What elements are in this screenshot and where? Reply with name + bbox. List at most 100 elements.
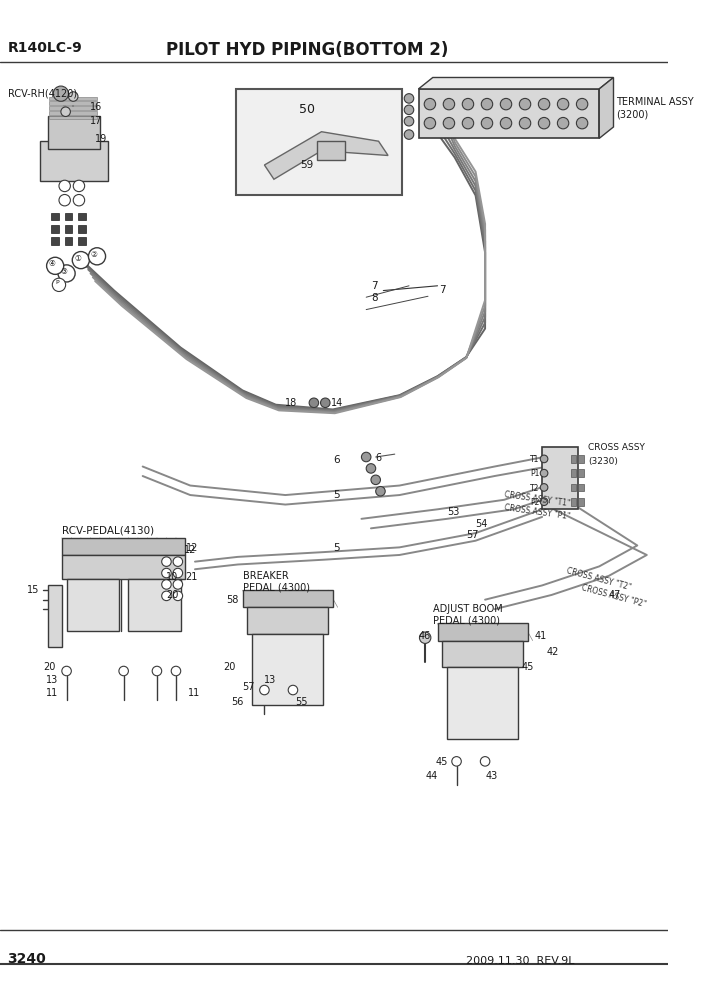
Circle shape (462, 117, 474, 129)
Text: T2: T2 (530, 484, 539, 493)
Text: 54: 54 (475, 519, 488, 529)
Circle shape (53, 278, 65, 292)
Text: R140LC-9: R140LC-9 (8, 42, 82, 56)
Text: (3200): (3200) (616, 110, 649, 120)
Bar (252, 634, 324, 705)
Text: ④: ④ (49, 260, 55, 269)
Text: CROSS ASSY "T1": CROSS ASSY "T1" (504, 490, 571, 509)
Text: ①: ① (74, 254, 81, 263)
Text: 20: 20 (166, 590, 179, 600)
Bar (236, 89, 402, 195)
Bar (65, 225, 72, 232)
Circle shape (501, 117, 512, 129)
Circle shape (443, 117, 455, 129)
Circle shape (161, 591, 171, 600)
Bar (571, 455, 576, 462)
Text: 2009.11.30  REV.9L: 2009.11.30 REV.9L (466, 956, 574, 966)
Circle shape (366, 463, 376, 473)
Bar (418, 89, 600, 138)
Text: 11: 11 (188, 688, 201, 698)
Text: PEDAL (4300): PEDAL (4300) (432, 616, 500, 626)
Circle shape (171, 667, 180, 676)
Text: TERMINAL ASSY: TERMINAL ASSY (616, 96, 694, 106)
Text: (3230): (3230) (588, 457, 618, 466)
Text: RCV-PEDAL(4130): RCV-PEDAL(4130) (62, 526, 154, 536)
Circle shape (161, 557, 171, 566)
Circle shape (53, 86, 69, 101)
Circle shape (519, 117, 531, 129)
Bar (442, 641, 523, 668)
Circle shape (58, 265, 75, 282)
Bar (62, 538, 185, 555)
Text: 12: 12 (183, 546, 196, 556)
Text: CROSS ASSY "T2": CROSS ASSY "T2" (566, 566, 633, 592)
Circle shape (404, 116, 413, 126)
Text: PILOT HYD PIPING(BOTTOM 2): PILOT HYD PIPING(BOTTOM 2) (166, 42, 449, 60)
Bar (571, 469, 576, 477)
Circle shape (362, 452, 371, 461)
Text: CROSS ASSY: CROSS ASSY (588, 442, 644, 451)
Text: 57: 57 (243, 682, 255, 692)
Bar (578, 455, 584, 462)
Text: T1: T1 (530, 455, 539, 464)
Text: PEDAL (4300): PEDAL (4300) (243, 582, 310, 592)
Bar (78, 225, 86, 232)
Text: 11: 11 (46, 688, 58, 698)
Text: 18: 18 (285, 398, 298, 408)
Circle shape (260, 685, 269, 694)
Circle shape (404, 130, 413, 139)
Text: 17: 17 (91, 116, 102, 127)
Text: CROSS ASSY "P1": CROSS ASSY "P1" (504, 503, 571, 521)
Text: 53: 53 (447, 508, 459, 518)
Bar (62, 555, 185, 578)
Text: 59: 59 (300, 161, 314, 171)
Bar (578, 469, 584, 477)
Circle shape (541, 455, 548, 462)
Bar (243, 590, 333, 607)
Circle shape (152, 667, 161, 676)
Circle shape (557, 117, 569, 129)
Circle shape (371, 475, 380, 484)
Text: P2: P2 (530, 498, 539, 507)
Bar (437, 623, 528, 641)
Bar (578, 498, 584, 506)
Bar (317, 141, 345, 161)
Circle shape (541, 469, 548, 477)
Circle shape (404, 105, 413, 115)
Circle shape (376, 486, 385, 496)
Bar (49, 101, 97, 105)
Text: BREAKER: BREAKER (243, 571, 289, 581)
Bar (48, 585, 62, 647)
Circle shape (88, 248, 105, 265)
Text: 20: 20 (43, 662, 55, 672)
Text: 6: 6 (333, 455, 340, 465)
Bar (571, 498, 576, 506)
Polygon shape (265, 132, 388, 180)
Circle shape (161, 568, 171, 577)
Polygon shape (418, 77, 614, 89)
Text: 45: 45 (521, 662, 534, 672)
Text: 8: 8 (371, 294, 378, 304)
Circle shape (69, 91, 78, 101)
Bar (247, 607, 328, 634)
Circle shape (173, 579, 183, 589)
Circle shape (161, 579, 171, 589)
Circle shape (62, 667, 72, 676)
Text: 13: 13 (265, 675, 277, 684)
Text: CROSS ASSY "P2": CROSS ASSY "P2" (581, 583, 647, 609)
Circle shape (72, 252, 89, 269)
Text: 10: 10 (166, 572, 179, 582)
Bar (49, 111, 97, 115)
Bar (78, 237, 86, 245)
Bar (65, 212, 72, 220)
Text: 19: 19 (95, 134, 107, 144)
Text: 57: 57 (466, 531, 479, 541)
Circle shape (309, 398, 319, 408)
Circle shape (73, 181, 85, 191)
Circle shape (59, 181, 70, 191)
Bar (49, 96, 97, 100)
Circle shape (519, 98, 531, 110)
Bar (128, 578, 180, 631)
Text: 42: 42 (547, 647, 559, 658)
Bar (49, 106, 97, 110)
